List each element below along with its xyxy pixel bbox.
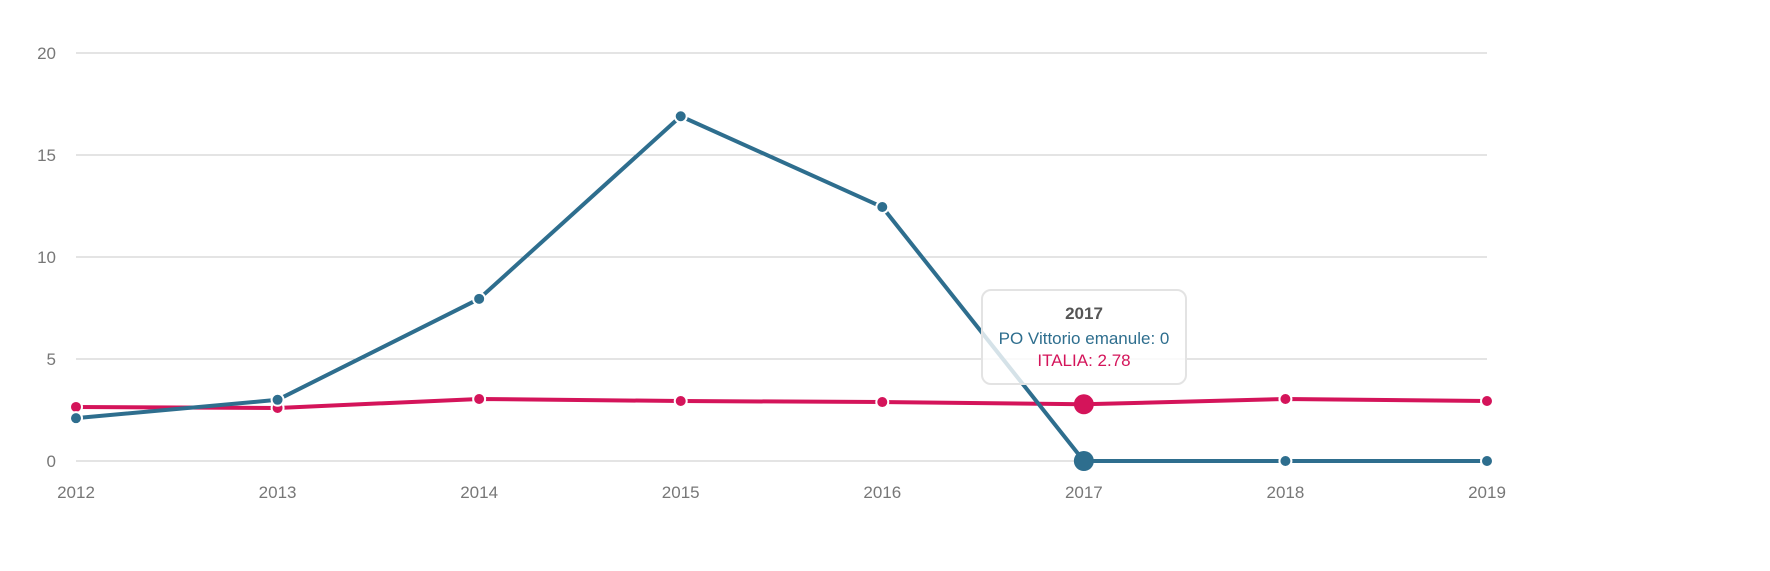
x-tick-label: 2017 (1065, 483, 1103, 502)
series-line-po-vittorio-emanule (75, 114, 1487, 463)
data-point (673, 394, 688, 409)
x-tick-label: 2016 (863, 483, 901, 502)
tooltip-series-2: ITALIA: 2.78 (1037, 351, 1131, 370)
x-tick-label: 2015 (662, 483, 700, 502)
data-point (1073, 394, 1094, 415)
tooltip-series-1: PO Vittorio emanule: 0 (998, 329, 1170, 348)
data-point (1073, 451, 1094, 471)
y-tick-label: 0 (47, 452, 56, 471)
y-tick-label: 10 (37, 248, 56, 267)
x-tick-label: 2014 (460, 483, 498, 502)
data-point (875, 395, 890, 410)
y-tick-label: 5 (47, 350, 56, 369)
data-point (69, 399, 83, 414)
tooltip-title: 2017 (1065, 304, 1103, 323)
data-point (1278, 454, 1293, 468)
data-point (1278, 391, 1293, 406)
y-tick-label: 15 (37, 146, 56, 165)
data-point (673, 109, 688, 124)
data-point (69, 411, 83, 426)
series-line-italia (75, 396, 1488, 410)
data-point (472, 291, 487, 306)
data-point (472, 391, 487, 406)
data-point (1480, 394, 1494, 409)
data-point (270, 392, 285, 407)
x-tick-label: 2013 (259, 483, 297, 502)
x-tick-label: 2012 (57, 483, 95, 502)
x-tick-label: 2018 (1267, 483, 1305, 502)
y-tick-label: 20 (37, 44, 56, 63)
data-point (1480, 454, 1494, 468)
tooltip: 2017 PO Vittorio emanule: 0 ITALIA: 2.78 (981, 289, 1187, 385)
x-tick-label: 2019 (1468, 483, 1506, 502)
data-point (875, 200, 890, 215)
